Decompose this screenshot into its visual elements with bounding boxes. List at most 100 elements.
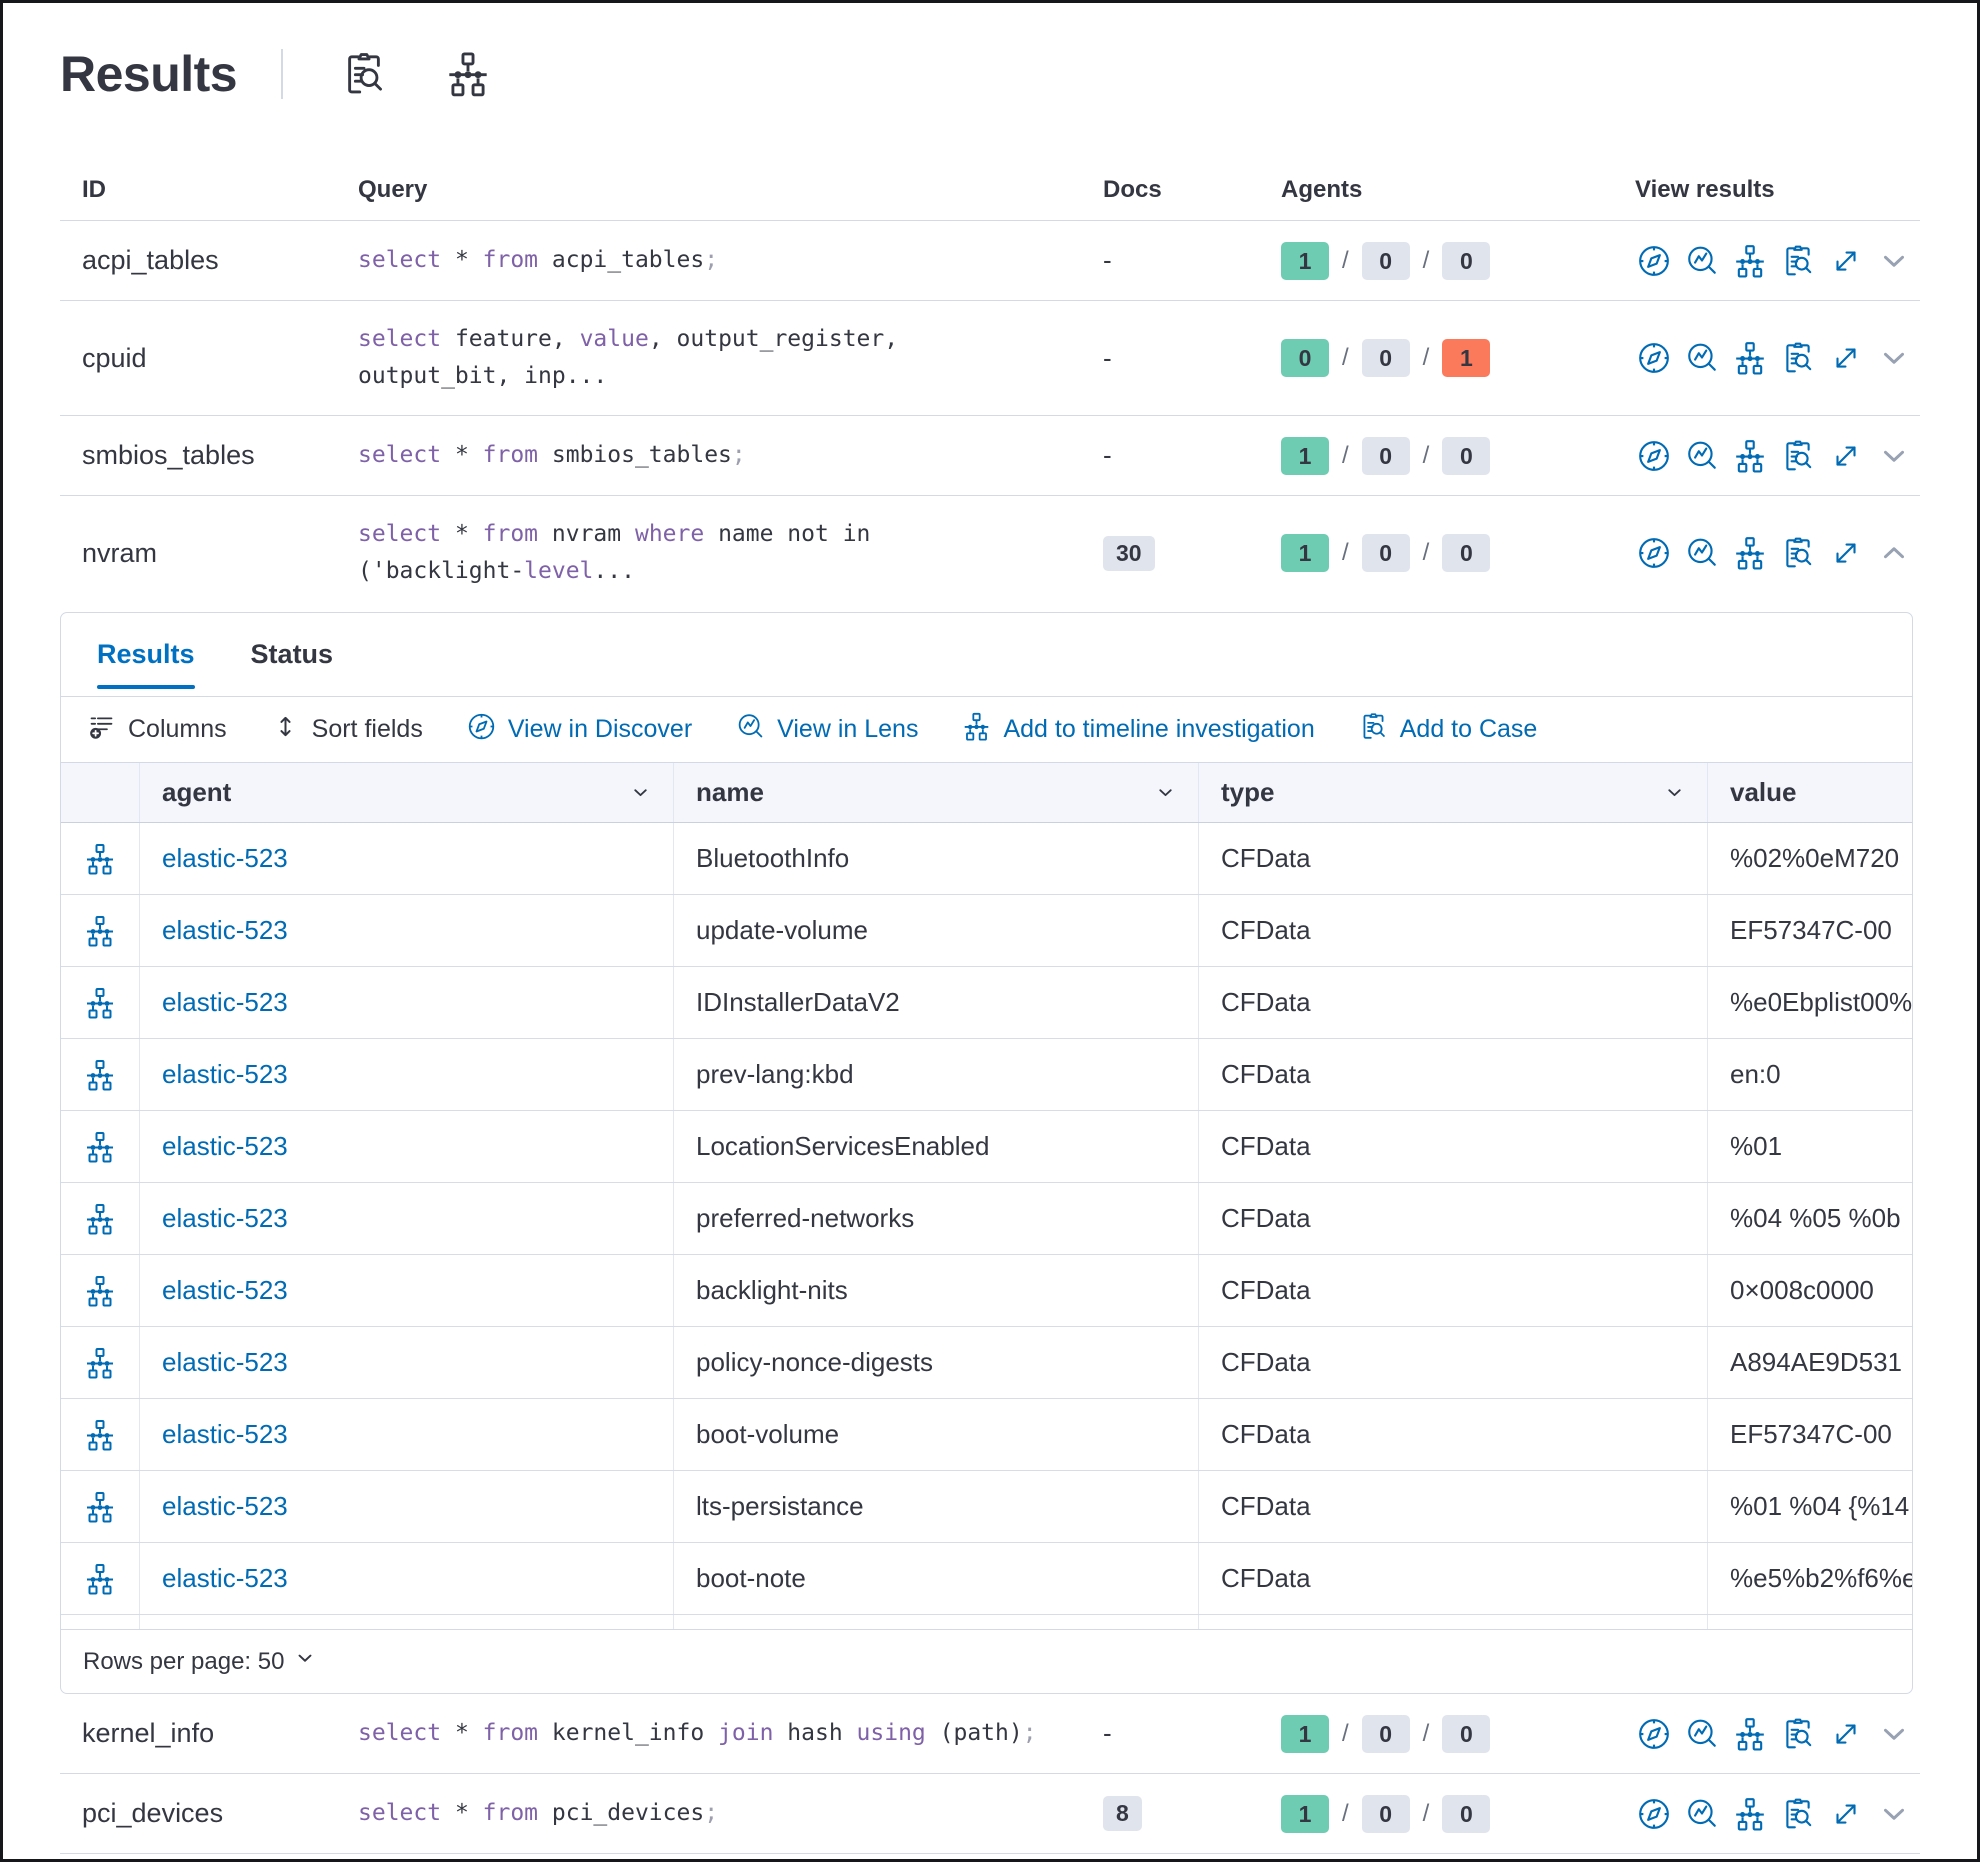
column-header-name[interactable]: name: [673, 763, 1198, 822]
tab-status[interactable]: Status: [250, 639, 334, 669]
expand-icon[interactable]: [1827, 437, 1865, 475]
add-to-timeline-icon[interactable]: [1731, 534, 1769, 572]
result-value: 0×008c0000: [1707, 1255, 1912, 1326]
agent-link[interactable]: elastic-523: [162, 1491, 288, 1521]
result-name: backlight-nits: [673, 1255, 1198, 1326]
column-header-query: Query: [358, 176, 428, 203]
view-in-lens-icon[interactable]: [1683, 1795, 1721, 1833]
agent-link[interactable]: elastic-523: [162, 915, 288, 945]
view-in-discover-icon[interactable]: [1635, 534, 1673, 572]
add-to-timeline-icon[interactable]: [1731, 437, 1769, 475]
expand-icon[interactable]: [1827, 242, 1865, 280]
expand-row-icon[interactable]: [1875, 1715, 1913, 1753]
add-to-timeline-icon[interactable]: [1731, 1715, 1769, 1753]
column-header-actions: [61, 763, 139, 822]
agent-link[interactable]: elastic-523: [162, 1419, 288, 1449]
view-in-discover-icon[interactable]: [1635, 339, 1673, 377]
view-in-discover-button[interactable]: View in Discover: [467, 712, 692, 748]
expand-row-icon[interactable]: [1875, 437, 1913, 475]
agents-status: 1 / 0 / 0: [1273, 1714, 1623, 1753]
timeline-row-icon[interactable]: [84, 1059, 116, 1091]
view-in-lens-icon[interactable]: [1683, 242, 1721, 280]
rows-per-page-button[interactable]: Rows per page: 50: [83, 1647, 316, 1676]
add-to-timeline-icon[interactable]: [1731, 242, 1769, 280]
agent-link[interactable]: elastic-523: [162, 1563, 288, 1593]
agent-link[interactable]: elastic-523: [162, 843, 288, 873]
add-to-case-icon[interactable]: [1779, 339, 1817, 377]
add-to-case-icon[interactable]: [1779, 1715, 1817, 1753]
query-id: acpi_tables: [82, 245, 219, 275]
timeline-row-icon[interactable]: [84, 1347, 116, 1379]
chevron-down-icon: [294, 1647, 316, 1676]
timeline-row-icon[interactable]: [84, 1563, 116, 1595]
expand-row-icon[interactable]: [1875, 1795, 1913, 1833]
timeline-row-icon[interactable]: [84, 1203, 116, 1235]
add-to-case-button[interactable]: Add to Case: [1359, 712, 1537, 748]
result-value: %01 %04 {%14: [1707, 1471, 1912, 1542]
view-in-discover-icon[interactable]: [1635, 437, 1673, 475]
add-to-case-icon[interactable]: [1779, 437, 1817, 475]
slash-separator: /: [1342, 1719, 1349, 1747]
view-in-discover-icon[interactable]: [1635, 1795, 1673, 1833]
add-to-case-icon[interactable]: [1779, 1795, 1817, 1833]
add-to-timeline-icon[interactable]: [1731, 339, 1769, 377]
view-in-lens-icon[interactable]: [1683, 437, 1721, 475]
timeline-row-icon[interactable]: [84, 915, 116, 947]
expand-icon[interactable]: [1827, 534, 1865, 572]
slash-separator: /: [1422, 246, 1430, 274]
agent-link[interactable]: elastic-523: [162, 1203, 288, 1233]
case-icon: [1359, 712, 1388, 748]
column-header-agent[interactable]: agent: [139, 763, 673, 822]
query-docs: 8: [1093, 1796, 1273, 1831]
timeline-row-icon[interactable]: [84, 1419, 116, 1451]
result-type: CFData: [1198, 895, 1707, 966]
timeline-row-icon[interactable]: [84, 987, 116, 1019]
column-header-type[interactable]: type: [1198, 763, 1707, 822]
add-to-case-icon[interactable]: [1779, 242, 1817, 280]
expand-icon[interactable]: [1827, 1795, 1865, 1833]
docs-empty: -: [1103, 342, 1112, 373]
query-row: cpuid select feature, value, output_regis…: [60, 301, 1920, 416]
timeline-row-icon[interactable]: [84, 1275, 116, 1307]
agent-link[interactable]: elastic-523: [162, 987, 288, 1017]
view-in-lens-icon[interactable]: [1683, 1715, 1721, 1753]
tab-results[interactable]: Results: [97, 613, 195, 696]
result-row: elastic-523 preferred-networks CFData %04 %…: [61, 1183, 1912, 1255]
query-sql: select * from kernel_info join hash usin…: [358, 1720, 1037, 1746]
expand-row-icon[interactable]: [1875, 242, 1913, 280]
agents-pending-badge: 0: [1361, 241, 1410, 280]
timeline-row-icon[interactable]: [84, 843, 116, 875]
query-id: nvram: [82, 537, 158, 568]
collapse-row-icon[interactable]: [1875, 534, 1913, 572]
result-type: CFData: [1198, 1327, 1707, 1398]
query-id: smbios_tables: [82, 440, 255, 470]
add-to-case-icon[interactable]: [1779, 534, 1817, 572]
agent-link[interactable]: elastic-523: [162, 1347, 288, 1377]
inspect-icon[interactable]: [341, 51, 387, 97]
timeline-icon[interactable]: [445, 51, 491, 97]
view-in-lens-icon[interactable]: [1683, 534, 1721, 572]
timeline-row-icon[interactable]: [84, 1491, 116, 1523]
expand-icon[interactable]: [1827, 339, 1865, 377]
agent-link[interactable]: elastic-523: [162, 1059, 288, 1089]
view-in-lens-icon[interactable]: [1683, 339, 1721, 377]
query-row: nvram select * from nvram where name not …: [60, 496, 1920, 610]
sort-fields-button[interactable]: Sort fields: [271, 712, 423, 748]
agent-link[interactable]: elastic-523: [162, 1131, 288, 1161]
agent-link[interactable]: elastic-523: [162, 1275, 288, 1305]
agents-success-badge: 0: [1281, 339, 1329, 377]
result-value: EF57347C-00: [1707, 895, 1912, 966]
column-header-value[interactable]: value: [1707, 763, 1912, 822]
add-to-timeline-icon[interactable]: [1731, 1795, 1769, 1833]
expand-icon[interactable]: [1827, 1715, 1865, 1753]
view-in-discover-icon[interactable]: [1635, 242, 1673, 280]
columns-button[interactable]: Columns: [87, 712, 227, 748]
add-to-timeline-button[interactable]: Add to timeline investigation: [962, 712, 1315, 748]
query-docs: 30: [1093, 535, 1273, 571]
queries-table: ID Query Docs Agents View results acpi_t…: [60, 117, 1920, 1854]
timeline-row-icon[interactable]: [84, 1131, 116, 1163]
expand-row-icon[interactable]: [1875, 339, 1913, 377]
view-in-lens-button[interactable]: View in Lens: [736, 712, 918, 748]
view-in-discover-icon[interactable]: [1635, 1715, 1673, 1753]
